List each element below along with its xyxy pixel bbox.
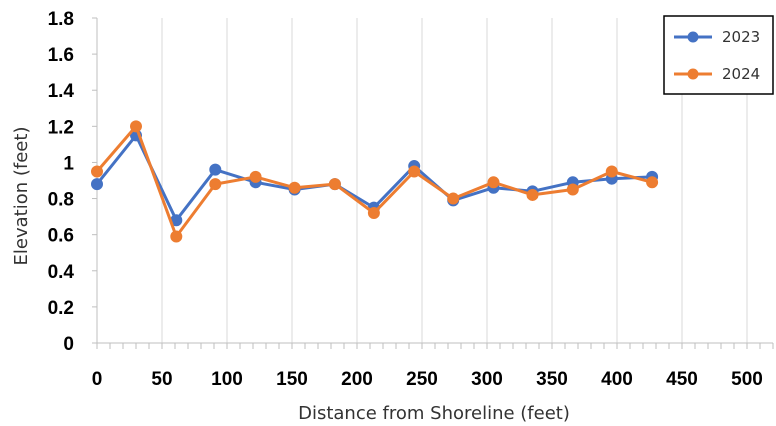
- y-tick-label: 1.2: [48, 117, 74, 138]
- data-point-2023: [91, 178, 103, 191]
- x-tick-label: 150: [276, 369, 308, 390]
- y-tick-label: 0.2: [48, 298, 74, 319]
- data-point-2024: [447, 192, 460, 205]
- x-tick-label: 0: [92, 369, 103, 390]
- x-axis-title: Distance from Shoreline (feet): [298, 403, 570, 424]
- legend-box: [663, 15, 774, 95]
- legend-label-2023: 2023: [722, 28, 760, 46]
- y-axis-title: Elevation (feet): [11, 127, 32, 266]
- x-tick-label: 50: [151, 369, 172, 390]
- y-tick-label: 0.4: [48, 262, 75, 283]
- data-point-2024: [170, 230, 183, 243]
- y-tick-label: 0: [63, 334, 74, 355]
- gridlines: [161, 18, 748, 343]
- data-point-2024: [209, 178, 222, 191]
- x-tick-label: 300: [471, 369, 503, 390]
- y-tick-label: 0.6: [48, 226, 74, 247]
- x-tick-label: 250: [406, 369, 438, 390]
- x-tick-label: 450: [666, 369, 698, 390]
- data-point-2024: [288, 181, 301, 194]
- series-layer: [91, 120, 659, 243]
- legend-marker-2023: [687, 31, 699, 43]
- data-point-2024: [566, 183, 579, 196]
- y-tick-label: 1.8: [48, 9, 74, 30]
- y-tick-label: 0.8: [48, 190, 74, 211]
- data-point-2024: [646, 176, 659, 189]
- x-tick-label: 100: [211, 369, 243, 390]
- data-point-2023: [209, 163, 222, 176]
- y-tick-label: 1.6: [48, 45, 74, 66]
- y-tick-label: 1.4: [48, 81, 75, 102]
- data-point-2024: [487, 176, 500, 189]
- data-point-2024: [249, 170, 262, 183]
- data-point-2024: [328, 178, 341, 191]
- axes: [92, 17, 774, 349]
- data-point-2024: [526, 188, 539, 201]
- data-point-2024: [367, 207, 380, 219]
- data-point-2024: [91, 165, 103, 178]
- data-point-2024: [408, 165, 421, 178]
- x-tick-label: 350: [536, 369, 568, 390]
- data-point-2024: [605, 165, 618, 178]
- x-tick-label: 200: [341, 369, 373, 390]
- x-tick-label: 500: [731, 369, 763, 390]
- legend-label-2024: 2024: [722, 65, 760, 83]
- x-tick-label: 400: [601, 369, 633, 390]
- data-point-2024: [130, 120, 142, 133]
- legend: 2023 2024: [663, 15, 774, 95]
- tick-labels: 0 0.2 0.4 0.6 0.8 1 1.2 1.4 1.6 1.8 0 50 100 150 200 25…: [48, 9, 763, 390]
- y-tick-label: 1: [63, 153, 74, 174]
- legend-marker-2024: [687, 68, 699, 80]
